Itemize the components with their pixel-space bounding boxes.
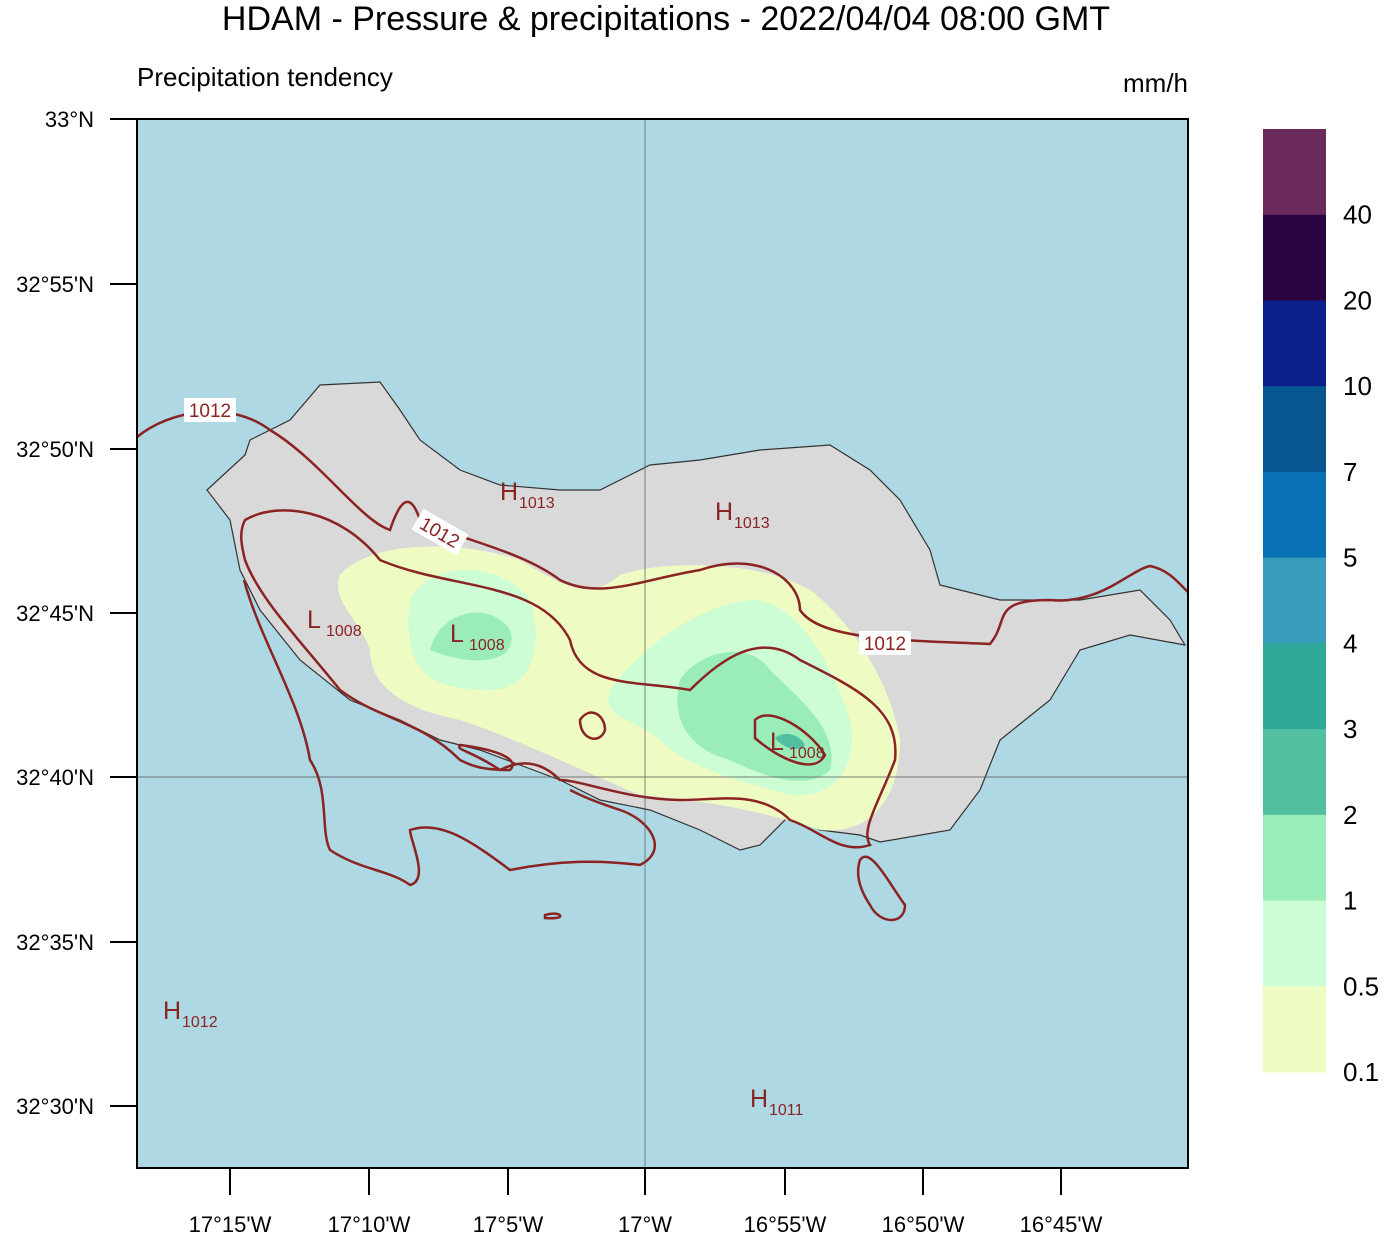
colorbar-label: 10 (1343, 371, 1372, 401)
colorbar-swatch (1263, 643, 1326, 730)
contour-label-box (184, 398, 236, 422)
pressure-center-value: 1011 (769, 1102, 804, 1119)
map-frame (136, 118, 1189, 1169)
contour-label-box (411, 508, 469, 556)
pressure-center-letter: L (307, 606, 321, 634)
isobars (136, 410, 1189, 922)
pressure-center-value: 1008 (326, 623, 362, 640)
colorbar-label: 4 (1343, 628, 1357, 658)
lat-label: 32°30'N (16, 1094, 94, 1119)
colorbar-swatch (1263, 557, 1326, 644)
pressure-center-letter: H (750, 1085, 768, 1113)
colorbar-label: 3 (1343, 714, 1357, 744)
pressure-center-letter: L (770, 728, 784, 756)
colorbar-label: 20 (1343, 285, 1372, 315)
contour-label: 1012 (184, 398, 236, 422)
pressure-center-value: 1013 (734, 515, 770, 532)
lon-label: 16°50'W (882, 1212, 965, 1234)
pressure-center-letter: H (715, 498, 733, 526)
colorbar-swatch (1263, 471, 1326, 559)
pressure-center-value: 1012 (182, 1014, 218, 1031)
pressure-center-letter: H (500, 478, 518, 506)
colorbar-label: 2 (1343, 800, 1357, 830)
colorbar-swatch (1263, 729, 1326, 816)
lat-label: 32°45'N (16, 601, 94, 626)
colorbar-label: 0.5 (1343, 971, 1379, 1001)
colorbar-swatch (1263, 214, 1326, 301)
pressure-center-letter: H (163, 997, 181, 1025)
colorbar-swatch (1263, 386, 1326, 473)
colorbar-swatch (1263, 900, 1326, 987)
title: HDAM - Pressure & precipitations - 2022/… (222, 0, 1110, 38)
lon-label: 16°45'W (1020, 1212, 1103, 1234)
lat-label: 32°50'N (16, 437, 94, 462)
units: mm/h (1123, 68, 1188, 98)
colorbar-swatch (1263, 300, 1326, 387)
colorbar-swatch (1263, 814, 1326, 902)
colorbar-swatch (1263, 129, 1326, 216)
colorbar-swatch (1263, 986, 1326, 1073)
colorbar-label: 0.1 (1343, 1057, 1379, 1087)
lon-label: 17°5'W (473, 1212, 544, 1234)
lat-label: 32°40'N (16, 765, 94, 790)
lat-label: 33°N (45, 107, 94, 132)
pressure-center-letter: L (450, 620, 464, 648)
lon-label: 17°W (618, 1212, 672, 1234)
contour-label-text: 1012 (189, 401, 231, 422)
pressure-center-value: 1008 (469, 637, 505, 654)
pressure-center-value: 1013 (519, 495, 555, 512)
lon-label: 17°15'W (189, 1212, 272, 1234)
lat-label: 32°35'N (16, 930, 94, 955)
contour-label: 1012 (859, 631, 911, 655)
contour-label-text: 1012 (864, 634, 906, 655)
colorbar-label: 5 (1343, 543, 1357, 573)
colorbar-label: 1 (1343, 886, 1357, 916)
lat-label: 32°55'N (16, 272, 94, 297)
contour-label-box (859, 631, 911, 655)
lon-label: 16°55'W (744, 1212, 827, 1234)
pressure-center-value: 1008 (789, 745, 825, 762)
colorbar-label: 7 (1343, 457, 1357, 487)
lon-label: 17°10'W (328, 1212, 411, 1234)
colorbar-label: 40 (1343, 200, 1372, 230)
subtitle: Precipitation tendency (137, 62, 393, 92)
